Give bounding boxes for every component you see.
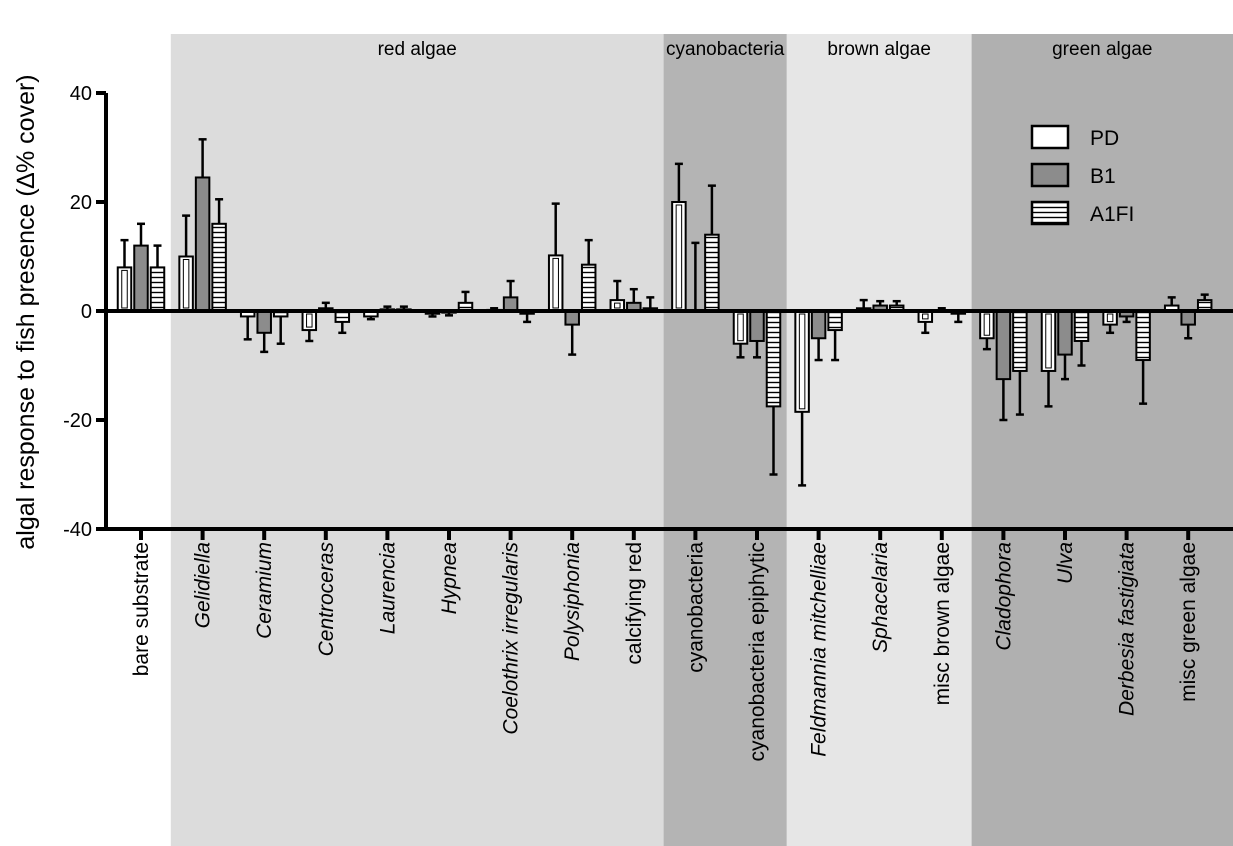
category-label: misc green algae — [1177, 542, 1200, 702]
bar — [547, 254, 564, 313]
bar-inner-outline — [675, 204, 683, 309]
axes: -40 -20 0 20 40 — [63, 83, 1233, 541]
legend-label: B1 — [1090, 165, 1116, 188]
bar-inner-outline — [182, 259, 190, 309]
category-label: Gelidiella — [192, 542, 215, 628]
bar-inner-outline — [614, 302, 621, 309]
bar-inner-outline — [922, 313, 929, 320]
y-tick-label: 20 — [70, 192, 92, 214]
group-labels: red algae cyanobacteria brown algae green a… — [378, 39, 1153, 60]
group-backgrounds — [106, 34, 1233, 846]
group-label: cyanobacteria — [666, 39, 785, 60]
category-label: Sphacelaria — [869, 542, 892, 653]
y-tick-label: -40 — [63, 519, 92, 541]
bar — [827, 310, 843, 332]
category-label: Polysiphonia — [561, 542, 584, 661]
category-label: misc brown algae — [931, 542, 954, 705]
y-tick-label: 40 — [70, 83, 92, 105]
bar-inner-outline — [983, 313, 991, 336]
bar — [178, 255, 194, 312]
group-background — [786, 34, 972, 846]
bar — [1180, 310, 1196, 326]
bar-inner-outline — [306, 313, 313, 328]
category-label: Cladophora — [992, 542, 1015, 651]
group-label: green algae — [1052, 39, 1152, 60]
category-label: Feldmannia mitchelliae — [808, 542, 831, 757]
bar — [765, 310, 782, 408]
y-tick-label: -20 — [63, 410, 92, 432]
bar-inner-outline — [1106, 313, 1114, 323]
category-label: Laurencia — [376, 542, 399, 634]
group-label: red algae — [378, 39, 457, 60]
bar — [1057, 310, 1073, 356]
bar — [1073, 310, 1090, 342]
legend-label: PD — [1090, 127, 1119, 150]
category-label: Hypnea — [438, 542, 461, 614]
bar — [979, 310, 995, 340]
legend-swatch — [1030, 124, 1070, 150]
bar — [116, 266, 133, 312]
bar-inner-outline — [798, 313, 806, 410]
bar-inner-outline — [737, 313, 744, 342]
bar — [580, 263, 597, 312]
bar — [671, 201, 687, 312]
bar-inner-outline — [1045, 313, 1052, 369]
bar — [995, 310, 1012, 381]
legend-swatch — [1030, 200, 1070, 226]
bar — [564, 310, 580, 326]
group-background — [663, 34, 787, 846]
category-label: bare substrate — [130, 542, 153, 676]
bar — [732, 310, 749, 345]
legend: PD B1 A1FI — [1030, 124, 1134, 226]
category-label: Coelothrix irregularis — [500, 542, 523, 735]
bar — [133, 244, 149, 313]
bar — [256, 310, 272, 334]
bar — [1012, 310, 1028, 372]
group-label: brown algae — [827, 39, 931, 60]
category-label: cyanobacteria — [684, 542, 707, 673]
category-label: Ceramium — [253, 542, 276, 639]
bars — [116, 138, 1213, 487]
category-label: cyanobacteria epiphytic — [746, 542, 769, 761]
group-background — [170, 34, 664, 846]
y-axis-title: algal response to fish presence (∆% cove… — [12, 74, 40, 549]
bar — [194, 176, 211, 312]
category-label: Derbesia fastigiata — [1116, 542, 1139, 716]
group-background — [106, 34, 171, 846]
y-tick-label: 0 — [81, 301, 92, 323]
bar — [704, 233, 720, 312]
bar — [149, 266, 166, 312]
group-background — [971, 34, 1233, 846]
bar — [211, 222, 227, 312]
bar — [1040, 310, 1057, 372]
bar — [749, 310, 765, 342]
bar-inner-outline — [121, 269, 128, 309]
legend-label: A1FI — [1090, 203, 1134, 226]
category-label: Centroceras — [315, 542, 338, 657]
bar — [1102, 310, 1118, 326]
bar — [794, 310, 810, 413]
category-label: calcifying red — [623, 542, 646, 665]
category-label: Ulva — [1054, 542, 1077, 584]
bar-inner-outline — [552, 257, 559, 309]
bar — [502, 296, 519, 312]
legend-swatch — [1030, 162, 1070, 188]
bar — [810, 310, 827, 340]
category-labels: bare substrate Gelidiella Ceramium Centroce… — [130, 542, 1200, 762]
bar — [1135, 310, 1151, 362]
